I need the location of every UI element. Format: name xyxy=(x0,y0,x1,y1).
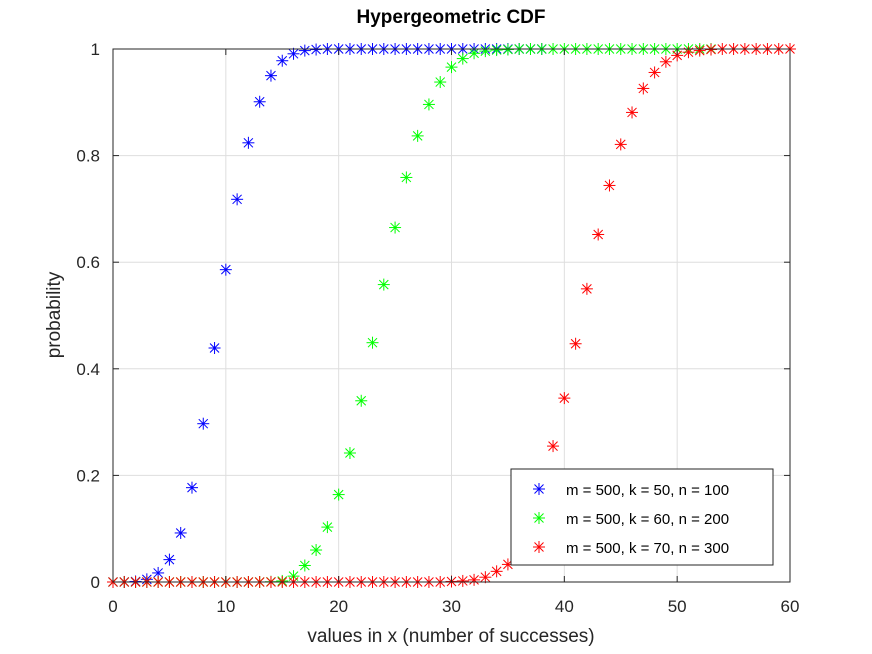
data-point xyxy=(355,394,368,407)
data-point xyxy=(659,55,672,68)
data-point xyxy=(614,138,627,151)
x-tick-label: 10 xyxy=(216,597,235,616)
data-point xyxy=(580,282,593,295)
data-point xyxy=(253,95,266,108)
data-point xyxy=(592,228,605,241)
legend-markers xyxy=(533,483,545,553)
legend: m = 500, k = 50, n = 100 m = 500, k = 60… xyxy=(510,468,774,566)
data-point xyxy=(456,52,469,65)
data-point xyxy=(298,44,311,57)
data-point xyxy=(219,263,232,276)
data-point xyxy=(310,544,323,557)
data-point xyxy=(287,47,300,60)
legend-marker-series-2 xyxy=(533,512,545,524)
data-point xyxy=(276,54,289,67)
data-point xyxy=(242,136,255,149)
data-point xyxy=(185,481,198,494)
data-point xyxy=(558,392,571,405)
data-point xyxy=(298,559,311,572)
data-point xyxy=(490,565,503,578)
data-point xyxy=(671,49,684,62)
data-point xyxy=(400,171,413,184)
data-point xyxy=(197,417,210,430)
data-point xyxy=(411,129,424,142)
data-point xyxy=(208,342,221,355)
data-point xyxy=(547,440,560,453)
data-point xyxy=(343,447,356,460)
tick-labels: 0 10 20 30 40 50 60 0 0.2 0.4 0.6 0.8 1 xyxy=(76,40,799,616)
data-point xyxy=(626,106,639,119)
data-point xyxy=(637,82,650,95)
y-tick-label: 0.8 xyxy=(76,147,100,166)
x-tick-label: 30 xyxy=(442,597,461,616)
data-point xyxy=(490,44,503,57)
data-point xyxy=(479,571,492,584)
y-tick-label: 0.2 xyxy=(76,466,100,485)
legend-label-series-2: m = 500, k = 60, n = 200 xyxy=(566,511,729,528)
data-point xyxy=(422,98,435,111)
legend-marker-series-1 xyxy=(533,483,545,495)
x-tick-label: 20 xyxy=(329,597,348,616)
data-point xyxy=(468,47,481,60)
y-tick-label: 0 xyxy=(91,573,100,592)
series-3 xyxy=(107,43,796,588)
data-point xyxy=(434,76,447,89)
y-tick-label: 0.6 xyxy=(76,253,100,272)
data-point xyxy=(693,44,706,57)
data-point xyxy=(389,221,402,234)
data-point xyxy=(501,43,514,56)
data-point xyxy=(468,573,481,586)
data-point xyxy=(321,521,334,534)
data-point xyxy=(705,43,718,56)
data-point xyxy=(163,553,176,566)
x-tick-label: 0 xyxy=(108,597,117,616)
y-tick-label: 1 xyxy=(91,40,100,59)
legend-label-series-1: m = 500, k = 50, n = 100 xyxy=(566,482,729,499)
ticks xyxy=(112,48,791,583)
data-point xyxy=(310,43,323,56)
data-point xyxy=(231,193,244,206)
data-point xyxy=(603,179,616,192)
data-point xyxy=(569,337,582,350)
data-point xyxy=(366,336,379,349)
data-point xyxy=(479,45,492,58)
x-tick-label: 50 xyxy=(668,597,687,616)
legend-marker-series-3 xyxy=(533,541,545,553)
data-point xyxy=(648,66,661,79)
y-tick-label: 0.4 xyxy=(76,360,100,379)
data-point xyxy=(174,526,187,539)
legend-box xyxy=(510,468,774,566)
data-point xyxy=(264,69,277,82)
data-point xyxy=(445,61,458,74)
y-axis-label: probability xyxy=(44,271,65,358)
data-point xyxy=(377,278,390,291)
legend-label-series-3: m = 500, k = 70, n = 300 xyxy=(566,540,729,557)
data-point xyxy=(456,574,469,587)
data-point xyxy=(682,46,695,59)
x-axis-label: values in x (number of successes) xyxy=(307,626,594,647)
x-tick-label: 60 xyxy=(781,597,800,616)
data-point xyxy=(332,488,345,501)
x-tick-label: 40 xyxy=(555,597,574,616)
chart-title: Hypergeometric CDF xyxy=(357,7,546,28)
